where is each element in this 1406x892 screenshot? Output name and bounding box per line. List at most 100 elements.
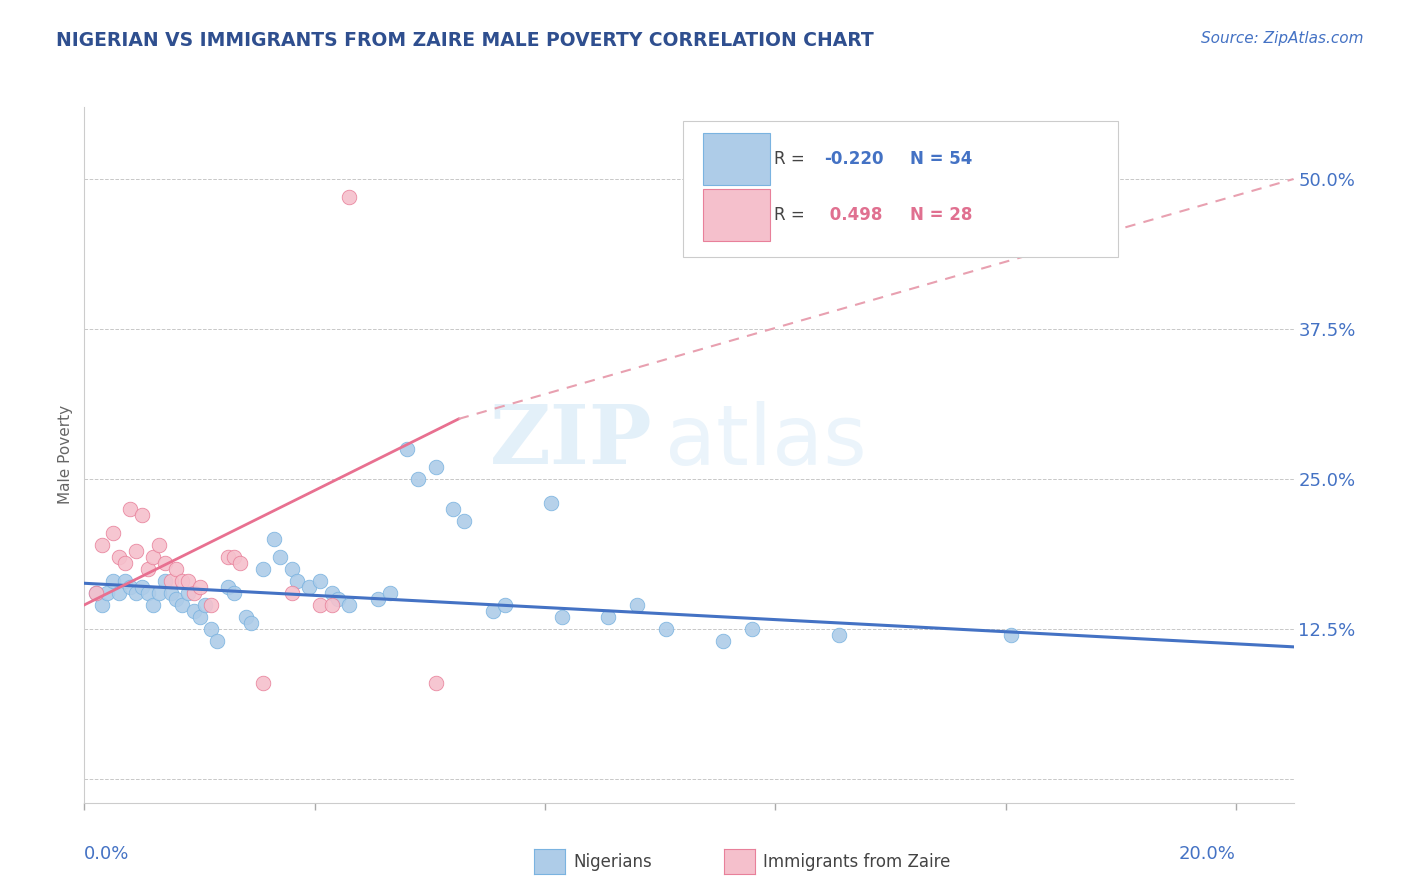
Point <box>252 676 274 690</box>
Point <box>425 676 447 690</box>
Point <box>108 586 131 600</box>
Point <box>280 586 302 600</box>
Y-axis label: Male Poverty: Male Poverty <box>58 405 73 505</box>
Point <box>1000 628 1022 642</box>
Point <box>425 459 447 474</box>
Point <box>453 514 475 528</box>
Point <box>321 598 343 612</box>
Point <box>183 586 205 600</box>
Point <box>159 586 181 600</box>
Text: Source: ZipAtlas.com: Source: ZipAtlas.com <box>1201 31 1364 46</box>
Point <box>222 586 245 600</box>
Text: R =: R = <box>773 206 810 224</box>
Point <box>125 586 148 600</box>
Point <box>153 556 176 570</box>
Point <box>337 598 360 612</box>
Point <box>166 562 188 576</box>
Text: NIGERIAN VS IMMIGRANTS FROM ZAIRE MALE POVERTY CORRELATION CHART: NIGERIAN VS IMMIGRANTS FROM ZAIRE MALE P… <box>56 31 875 50</box>
Point <box>598 610 620 624</box>
Point <box>378 586 401 600</box>
Text: 20.0%: 20.0% <box>1180 845 1236 863</box>
Point <box>441 502 464 516</box>
Point <box>741 622 763 636</box>
Point <box>269 549 291 564</box>
Point <box>131 580 153 594</box>
Point <box>626 598 648 612</box>
Point <box>153 574 176 588</box>
Text: N = 54: N = 54 <box>910 150 973 169</box>
Point <box>280 562 302 576</box>
FancyBboxPatch shape <box>703 189 770 241</box>
Point <box>827 628 849 642</box>
Text: 0.0%: 0.0% <box>84 845 129 863</box>
Point <box>326 591 349 606</box>
Point <box>188 610 211 624</box>
Point <box>240 615 263 630</box>
Text: atlas: atlas <box>665 401 866 482</box>
Point <box>287 574 309 588</box>
Point <box>408 472 430 486</box>
Point <box>177 574 200 588</box>
Point <box>101 525 124 540</box>
Point <box>263 532 285 546</box>
Point <box>337 190 360 204</box>
Point <box>217 549 239 564</box>
FancyBboxPatch shape <box>703 133 770 186</box>
Point <box>655 622 678 636</box>
Point <box>90 598 112 612</box>
Point <box>395 442 418 456</box>
Point <box>551 610 574 624</box>
Point <box>217 580 239 594</box>
Point <box>205 633 228 648</box>
Point <box>482 604 505 618</box>
Point <box>142 549 165 564</box>
Point <box>84 586 107 600</box>
Point <box>166 591 188 606</box>
Point <box>235 610 257 624</box>
Text: Nigerians: Nigerians <box>574 853 652 871</box>
Point <box>309 598 332 612</box>
Point <box>200 598 222 612</box>
Point <box>148 586 170 600</box>
Point <box>84 586 107 600</box>
Point <box>108 549 131 564</box>
Point <box>114 556 136 570</box>
Point <box>136 562 159 576</box>
Text: ZIP: ZIP <box>491 401 652 481</box>
Point <box>540 496 562 510</box>
Text: -0.220: -0.220 <box>824 150 884 169</box>
Text: Immigrants from Zaire: Immigrants from Zaire <box>763 853 950 871</box>
Point <box>101 574 124 588</box>
Point <box>120 502 142 516</box>
Text: N = 28: N = 28 <box>910 206 973 224</box>
FancyBboxPatch shape <box>683 121 1118 257</box>
Point <box>177 586 200 600</box>
Point <box>229 556 252 570</box>
Point <box>96 586 118 600</box>
Point <box>298 580 321 594</box>
Point <box>183 604 205 618</box>
Point <box>309 574 332 588</box>
Point <box>125 544 148 558</box>
Point <box>172 574 194 588</box>
Point <box>494 598 516 612</box>
Point <box>131 508 153 522</box>
Point <box>252 562 274 576</box>
Point <box>136 586 159 600</box>
Point <box>713 633 735 648</box>
Text: 0.498: 0.498 <box>824 206 883 224</box>
Point <box>148 538 170 552</box>
Point <box>142 598 165 612</box>
Point <box>367 591 389 606</box>
Point <box>114 574 136 588</box>
Point <box>200 622 222 636</box>
Point <box>188 580 211 594</box>
Point <box>90 538 112 552</box>
Point <box>120 580 142 594</box>
Point <box>172 598 194 612</box>
Text: R =: R = <box>773 150 810 169</box>
Point <box>159 574 181 588</box>
Point <box>321 586 343 600</box>
Point <box>222 549 245 564</box>
Point <box>194 598 217 612</box>
